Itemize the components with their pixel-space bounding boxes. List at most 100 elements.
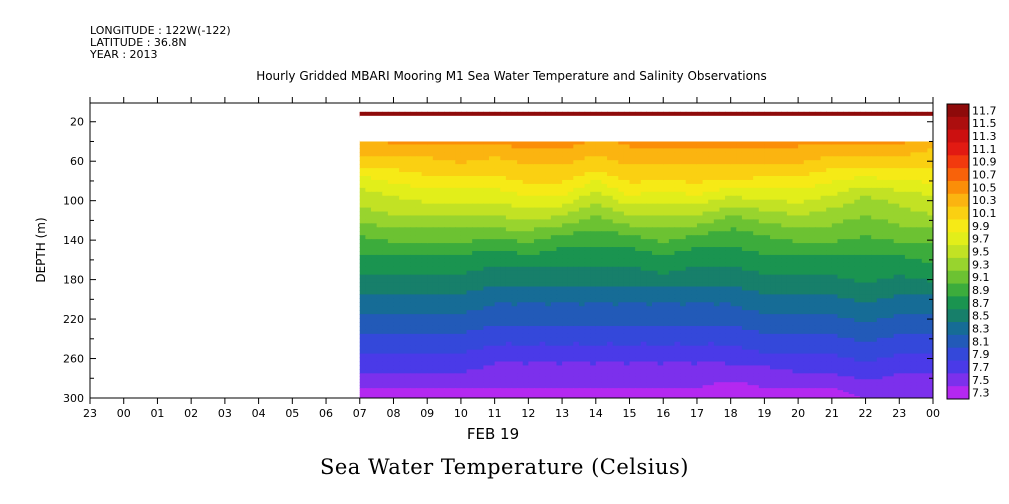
heatmap-cell	[393, 191, 400, 197]
heatmap-cell	[702, 144, 709, 149]
heatmap-cell	[511, 243, 518, 248]
heatmap-cell	[696, 250, 704, 256]
heatmap-cell	[775, 243, 782, 248]
heatmap-cell	[910, 172, 917, 177]
heatmap-cell	[770, 322, 777, 327]
heatmap-cell	[393, 223, 400, 228]
heatmap-cell	[466, 243, 473, 248]
heatmap-cell	[713, 274, 721, 280]
heatmap-cell	[652, 176, 659, 181]
heatmap-cell	[376, 274, 383, 280]
heatmap-cell	[404, 286, 411, 292]
heatmap-cell	[921, 294, 928, 299]
heatmap-cell	[438, 219, 445, 224]
heatmap-cell	[725, 298, 732, 303]
heatmap-cell	[472, 152, 479, 157]
heatmap-cell	[696, 219, 704, 224]
heatmap-cell	[489, 187, 496, 193]
heatmap-cell	[876, 219, 884, 224]
heatmap-cell	[803, 140, 810, 146]
heatmap-cell	[371, 148, 378, 153]
heatmap-cell	[545, 243, 552, 248]
heatmap-cell	[505, 148, 513, 153]
heatmap-cell	[607, 286, 614, 292]
heatmap-cell	[859, 172, 867, 177]
heatmap-cell	[798, 235, 805, 240]
heatmap-cell	[517, 298, 524, 303]
heatmap-cell	[680, 172, 687, 177]
heatmap-cell	[803, 207, 810, 213]
heatmap-cell	[775, 298, 782, 303]
heatmap-cell	[888, 239, 895, 244]
heatmap-cell	[421, 203, 428, 209]
heatmap-cell	[663, 168, 670, 173]
heatmap-cell	[736, 191, 743, 197]
heatmap-cell	[893, 262, 900, 268]
heatmap-cell	[444, 140, 451, 146]
heatmap-cell	[708, 298, 715, 303]
heatmap-cell	[511, 318, 518, 323]
heatmap-cell	[460, 148, 468, 153]
heatmap-cell	[483, 278, 490, 284]
heatmap-cell	[573, 172, 580, 177]
heatmap-cell	[876, 140, 884, 146]
heatmap-cell	[528, 140, 535, 146]
heatmap-cell	[359, 254, 366, 260]
heatmap-cell	[899, 172, 906, 177]
heatmap-cell	[888, 156, 895, 161]
heatmap-cell	[730, 152, 737, 157]
heatmap-cell	[382, 227, 389, 232]
heatmap-cell	[522, 302, 529, 307]
heatmap-cell	[719, 172, 726, 177]
heatmap-cell	[539, 156, 546, 161]
heatmap-cell	[803, 243, 810, 248]
heatmap-cell	[522, 314, 529, 319]
heatmap-cell	[562, 152, 569, 157]
heatmap-cell	[876, 239, 884, 244]
heatmap-cell	[382, 290, 389, 296]
heatmap-cell	[539, 298, 546, 303]
heatmap-cell	[432, 172, 440, 177]
heatmap-cell	[578, 195, 586, 201]
heatmap-cell	[449, 278, 456, 284]
heatmap-cell	[404, 302, 411, 307]
heatmap-cell	[399, 215, 406, 221]
heatmap-cell	[517, 329, 524, 335]
heatmap-cell	[460, 176, 468, 181]
heatmap-cell	[590, 325, 597, 331]
heatmap-cell	[921, 239, 928, 244]
heatmap-cell	[888, 152, 895, 157]
heatmap-cell	[826, 306, 833, 311]
heatmap-cell	[910, 243, 917, 248]
heatmap-cell	[837, 235, 844, 240]
heatmap-cell	[415, 183, 423, 189]
heatmap-cell	[927, 187, 933, 193]
heatmap-cell	[382, 183, 389, 189]
heatmap-cell	[696, 243, 704, 248]
heatmap-cell	[786, 278, 794, 284]
heatmap-cell	[854, 258, 861, 264]
heatmap-cell	[770, 254, 777, 260]
heatmap-cell	[584, 290, 591, 296]
heatmap-cell	[899, 183, 906, 189]
heatmap-cell	[680, 211, 687, 217]
heatmap-cell	[904, 219, 912, 224]
heatmap-cell	[888, 227, 895, 232]
heatmap-cell	[539, 144, 546, 149]
heatmap-cell	[708, 314, 715, 319]
heatmap-cell	[859, 140, 867, 146]
heatmap-cell	[618, 195, 625, 201]
heatmap-cell	[696, 168, 704, 173]
heatmap-cell	[438, 294, 445, 299]
heatmap-cell	[522, 262, 529, 268]
heatmap-cell	[882, 207, 889, 213]
heatmap-cell	[522, 278, 529, 284]
heatmap-cell	[871, 227, 878, 232]
heatmap-cell	[629, 239, 636, 244]
heatmap-cell	[708, 254, 715, 260]
heatmap-cell	[663, 239, 670, 244]
heatmap-cell	[725, 325, 732, 331]
heatmap-cell	[786, 235, 794, 240]
heatmap-cell	[623, 195, 631, 201]
heatmap-cell	[663, 250, 670, 256]
